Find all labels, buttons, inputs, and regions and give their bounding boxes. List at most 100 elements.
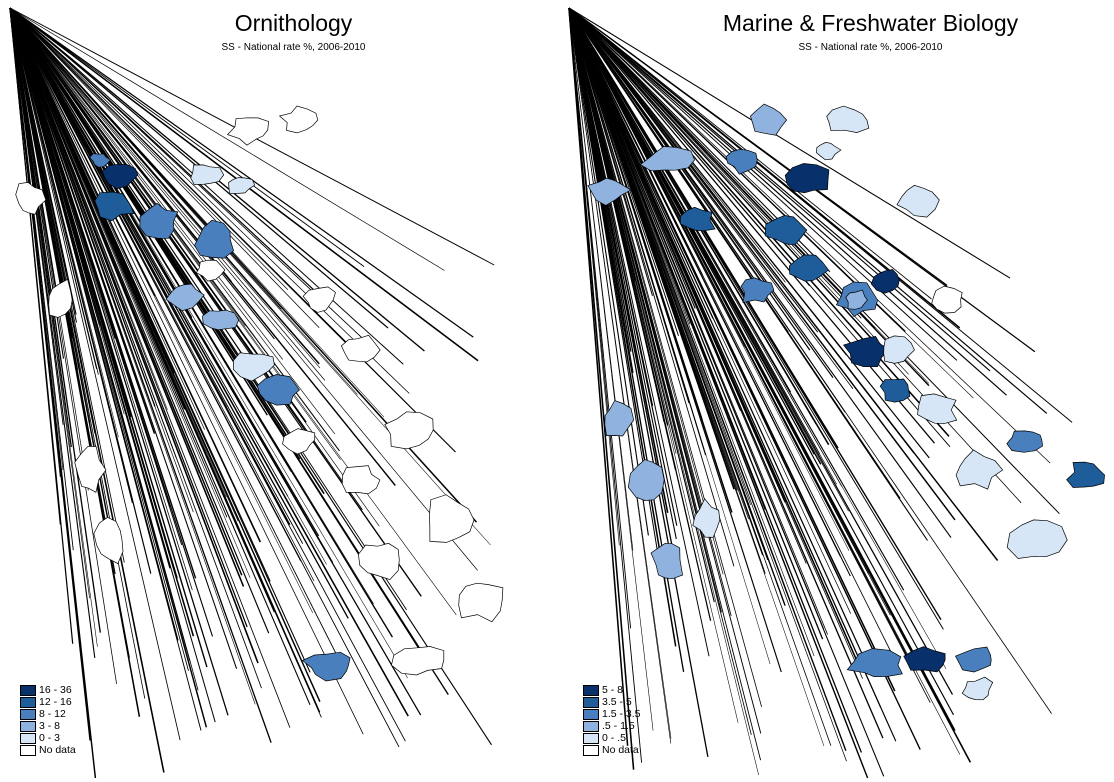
projection-line [9, 7, 292, 472]
projection-line [568, 7, 865, 658]
projection-line [9, 7, 201, 474]
region [650, 542, 683, 580]
projection-line [9, 7, 195, 637]
projection-line [9, 7, 410, 394]
region [931, 285, 963, 314]
projection-line [9, 7, 262, 543]
projection-line [568, 7, 745, 348]
map-legend: 16 - 36 12 - 16 8 - 12 3 - 8 0 - 3 No da… [20, 684, 76, 756]
projection-line [568, 7, 759, 776]
projection-line [568, 7, 762, 708]
projection-line [9, 7, 478, 571]
choropleth-map-marine-freshwater-biology [568, 7, 1105, 779]
projection-line [9, 7, 283, 360]
region [429, 494, 475, 543]
projection-line [9, 7, 282, 310]
map-panel-marine-freshwater-biology: Marine & Freshwater Biology SS - Nationa… [557, 0, 1114, 782]
projection-line [9, 7, 385, 418]
region [692, 498, 721, 538]
projection-line [568, 7, 1011, 279]
projection-line [568, 7, 735, 490]
projection-line [568, 7, 672, 744]
legend-swatch [583, 720, 599, 732]
legend-swatch [583, 696, 599, 708]
region [391, 646, 445, 676]
map-subtitle: SS - National rate %, 2006-2010 [221, 42, 366, 53]
projection-line [568, 7, 749, 520]
region [195, 259, 226, 282]
region [883, 335, 915, 364]
legend-swatch [20, 744, 36, 756]
projection-line [9, 7, 323, 299]
projection-line [568, 7, 900, 670]
region [1066, 461, 1105, 488]
legend-label: No data [39, 744, 76, 756]
projection-line [9, 7, 229, 716]
projection-line [9, 7, 408, 679]
region [604, 400, 635, 437]
region [48, 278, 73, 318]
projection-line [9, 7, 89, 491]
projection-line [9, 7, 349, 619]
legend-swatch [583, 708, 599, 720]
region [764, 215, 808, 246]
region [384, 411, 434, 450]
projection-line [9, 7, 61, 477]
projection-line [568, 7, 1051, 464]
projection-line [9, 7, 72, 448]
map-title: Marine & Freshwater Biology [722, 10, 1019, 36]
region [301, 651, 351, 682]
region [358, 542, 400, 581]
projection-line [9, 7, 365, 267]
projection-line [568, 7, 852, 614]
legend-item: 5 - 8 [583, 684, 641, 696]
legend-swatch [20, 684, 36, 696]
projection-line [9, 7, 409, 717]
projection-line [9, 7, 232, 282]
projection-line [568, 7, 869, 575]
projection-line [568, 7, 991, 372]
region [1006, 430, 1043, 453]
region [232, 352, 275, 382]
legend-label: 1.5 - 3.5 [602, 708, 641, 720]
projection-line [9, 7, 275, 613]
region [955, 646, 992, 673]
projection-line [9, 7, 364, 735]
region [278, 105, 319, 134]
region [194, 219, 235, 259]
legend-label: 3.5 - 5 [602, 696, 632, 708]
choropleth-map-ornithology [9, 7, 504, 779]
region [879, 378, 911, 403]
projection-line [568, 7, 999, 561]
region [917, 393, 958, 424]
projection-line [568, 7, 950, 437]
map-subtitle: SS - National rate %, 2006-2010 [798, 42, 943, 53]
legend-item: .5 - 1.5 [583, 720, 641, 732]
legend-label: .5 - 1.5 [602, 720, 635, 732]
region [302, 286, 336, 313]
projection-line [9, 7, 422, 716]
region [843, 336, 892, 368]
projection-line [568, 7, 901, 499]
projection-line [9, 7, 115, 315]
region [749, 103, 788, 136]
region [15, 182, 47, 215]
legend-item: 8 - 12 [20, 708, 76, 720]
projection-line [9, 7, 474, 338]
projection-line [9, 7, 445, 271]
region [845, 289, 868, 310]
projection-line [568, 7, 948, 286]
projection-line [568, 7, 854, 390]
legend-swatch [583, 744, 599, 756]
legend-swatch [20, 732, 36, 744]
projection-line [9, 7, 404, 365]
projection-line [568, 7, 653, 296]
projection-line [568, 7, 1007, 396]
region [282, 428, 316, 455]
projection-line [568, 7, 824, 640]
projection-line [568, 7, 847, 356]
projection-line [9, 7, 344, 669]
region [94, 191, 135, 222]
legend-swatch [20, 720, 36, 732]
legend-swatch [20, 708, 36, 720]
